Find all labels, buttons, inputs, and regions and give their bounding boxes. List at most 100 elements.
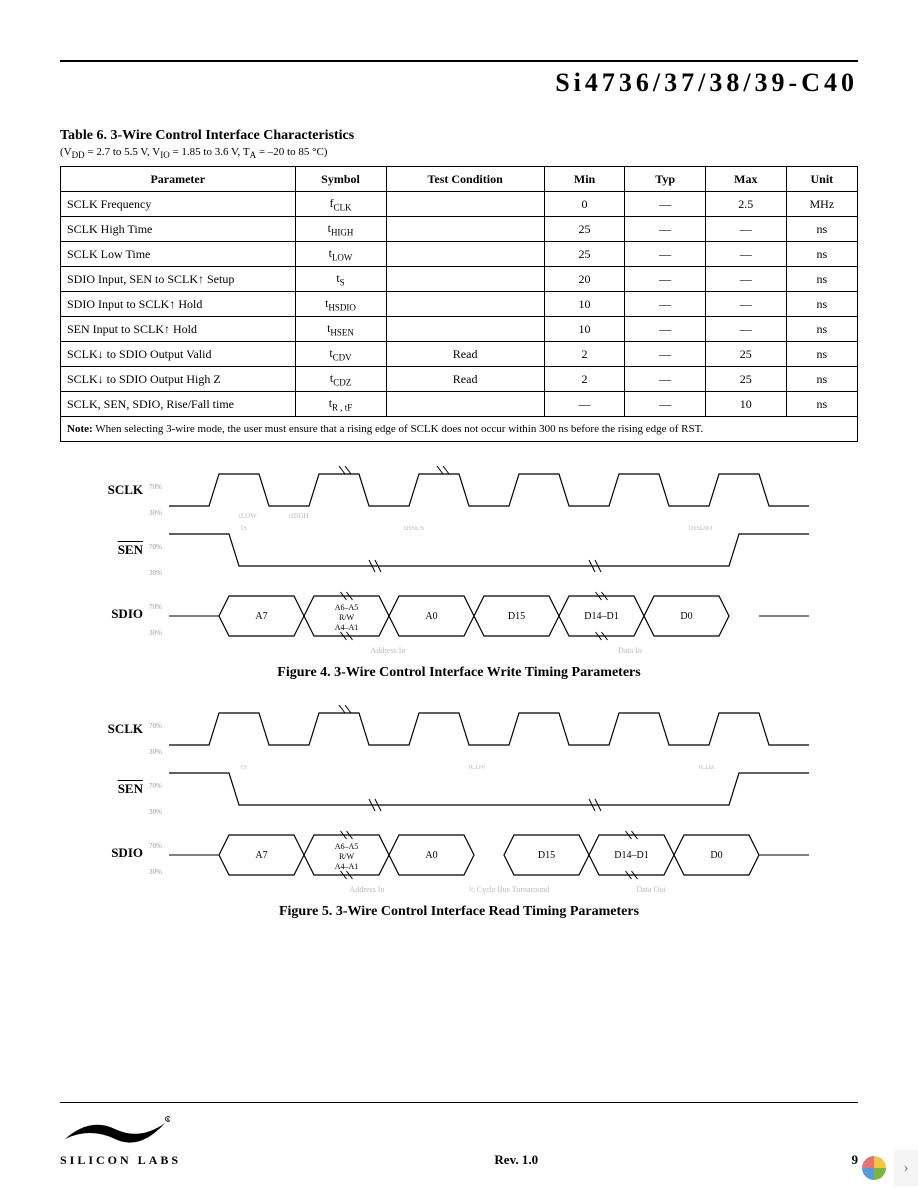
fig4-sen-row: SEN 70% 30% tS tHSEN tHSDIO [109, 526, 809, 582]
cell-typ: — [625, 342, 706, 367]
table6-header-row: Parameter Symbol Test Condition Min Typ … [61, 167, 858, 192]
pct-hi: 70% [149, 483, 162, 491]
header-rule [60, 60, 858, 62]
svg-text:A7: A7 [255, 850, 267, 861]
cell-min: 2 [544, 367, 625, 392]
cell-cond [386, 217, 544, 242]
cell-typ: — [625, 317, 706, 342]
cond-vio-sub: IO [160, 150, 170, 160]
table-row: SEN Input to SCLK↑ HoldtHSEN10——ns [61, 317, 858, 342]
cell-cond [386, 192, 544, 217]
pct-lo-5: 30% [149, 808, 162, 816]
cell-typ: — [625, 267, 706, 292]
pct-lo-4: 30% [149, 748, 162, 756]
cell-max: 2.5 [705, 192, 786, 217]
cell-max: — [705, 267, 786, 292]
sclk-wave-icon-2 [169, 705, 809, 761]
cell-symbol: tLOW [295, 242, 386, 267]
svg-text:D14–D1: D14–D1 [584, 611, 618, 622]
svg-text:tS: tS [241, 526, 247, 532]
cell-param: SCLK↓ to SDIO Output High Z [61, 367, 296, 392]
cell-min: 2 [544, 342, 625, 367]
fig5-ann-row: Address In ½ Cycle Bus Turnaround Data O… [109, 885, 809, 894]
cell-typ: — [625, 367, 706, 392]
sen-label: SEN [83, 542, 143, 558]
cell-max: 10 [705, 392, 786, 417]
cond-mid2: = 1.85 to 3.6 V, T [170, 146, 250, 158]
svg-text:D15: D15 [538, 850, 555, 861]
svg-text:A6–A5: A6–A5 [335, 842, 359, 851]
svg-text:tHSDIO: tHSDIO [689, 526, 712, 532]
svg-text:R/W: R/W [339, 613, 355, 622]
svg-text:D15: D15 [508, 611, 525, 622]
table6: Parameter Symbol Test Condition Min Typ … [60, 166, 858, 442]
cell-cond [386, 267, 544, 292]
fig5-sen-row: SEN 70% 30% tS tCDV tCDZ [109, 765, 809, 821]
bus-turn-ann: ½ Cycle Bus Turnaround [464, 885, 554, 894]
cell-typ: — [625, 217, 706, 242]
table-row: SCLK, SEN, SDIO, Rise/Fall timetR , tF——… [61, 392, 858, 417]
pct-hi-4: 70% [149, 722, 162, 730]
cond-mid1: = 2.7 to 5.5 V, V [85, 146, 161, 158]
cell-symbol: tCDZ [295, 367, 386, 392]
svg-text:A4–A1: A4–A1 [335, 862, 359, 871]
tlow-ann: tLOW [239, 512, 257, 520]
table6-title: Table 6. 3-Wire Control Interface Charac… [60, 128, 858, 144]
svg-text:tHSEN: tHSEN [404, 526, 424, 532]
sdio-hex-icon: A7A6–A5R/WA4–A1A0D15D14–D1D0 [169, 586, 809, 646]
figure5-timing: SCLK 70% 30% SEN 70% 30% tS tCDV t [109, 705, 809, 894]
sclk-label: SCLK [83, 482, 143, 498]
cell-max: — [705, 317, 786, 342]
fig4-sclk-row: SCLK 70% 30% tLOW tHIGH [109, 466, 809, 522]
cell-param: SEN Input to SCLK↑ Hold [61, 317, 296, 342]
cell-cond [386, 317, 544, 342]
cell-symbol: tR , tF [295, 392, 386, 417]
svg-text:R/W: R/W [339, 852, 355, 861]
sclk-wave-icon: tLOW tHIGH [169, 466, 809, 522]
cell-param: SCLK, SEN, SDIO, Rise/Fall time [61, 392, 296, 417]
cell-unit: ns [786, 367, 857, 392]
cell-max: 25 [705, 342, 786, 367]
figure5-caption: Figure 5. 3-Wire Control Interface Read … [60, 904, 858, 920]
company-logo: R SILICON LABS [60, 1111, 181, 1168]
table-row: SCLK High TimetHIGH25——ns [61, 217, 858, 242]
cond-vdd-sub: DD [72, 150, 85, 160]
figure4-caption: Figure 4. 3-Wire Control Interface Write… [60, 665, 858, 681]
sclk-label-2: SCLK [83, 721, 143, 737]
pct-hi-5: 70% [149, 782, 162, 790]
pct-lo-2: 30% [149, 569, 162, 577]
note-text: When selecting 3-wire mode, the user mus… [95, 423, 703, 435]
fig4-sdio-row: SDIO 70% 30% A7A6–A5R/WA4–A1A0D15D14–D1D… [109, 586, 809, 646]
cell-symbol: tHSDIO [295, 292, 386, 317]
pct-hi-6: 70% [149, 842, 162, 850]
cell-typ: — [625, 292, 706, 317]
svg-text:A0: A0 [425, 611, 437, 622]
fig5-sdio-row: SDIO 70% 30% A7A6–A5R/WA4–A1A0D15D14–D1D… [109, 825, 809, 885]
cell-min: 25 [544, 242, 625, 267]
data-out-ann: Data Out [556, 885, 746, 894]
cell-symbol: tHIGH [295, 217, 386, 242]
cell-unit: ns [786, 342, 857, 367]
table6-note-row: Note: When selecting 3-wire mode, the us… [61, 417, 858, 442]
pinwheel-icon [860, 1154, 888, 1182]
cell-param: SCLK High Time [61, 217, 296, 242]
sen-pct: 70% 30% [149, 534, 162, 586]
cell-unit: ns [786, 317, 857, 342]
cell-cond [386, 292, 544, 317]
pct-hi-3: 70% [149, 603, 162, 611]
cell-symbol: fCLK [295, 192, 386, 217]
svg-text:R: R [166, 1119, 170, 1124]
sen-wave-icon: tS tHSEN tHSDIO [169, 526, 809, 582]
cell-cond: Read [386, 367, 544, 392]
th-unit: Unit [786, 167, 857, 192]
next-page-button[interactable]: › [894, 1150, 918, 1186]
fig4-ann-row: Address In Data In [109, 646, 809, 655]
svg-text:D0: D0 [710, 850, 722, 861]
sclk-pct: 70% 30% [149, 474, 162, 526]
svg-text:tS: tS [241, 765, 247, 771]
sen-label-2: SEN [83, 781, 143, 797]
table-row: SDIO Input to SCLK↑ HoldtHSDIO10——ns [61, 292, 858, 317]
cell-min: 0 [544, 192, 625, 217]
cell-symbol: tS [295, 267, 386, 292]
cell-min: 25 [544, 217, 625, 242]
